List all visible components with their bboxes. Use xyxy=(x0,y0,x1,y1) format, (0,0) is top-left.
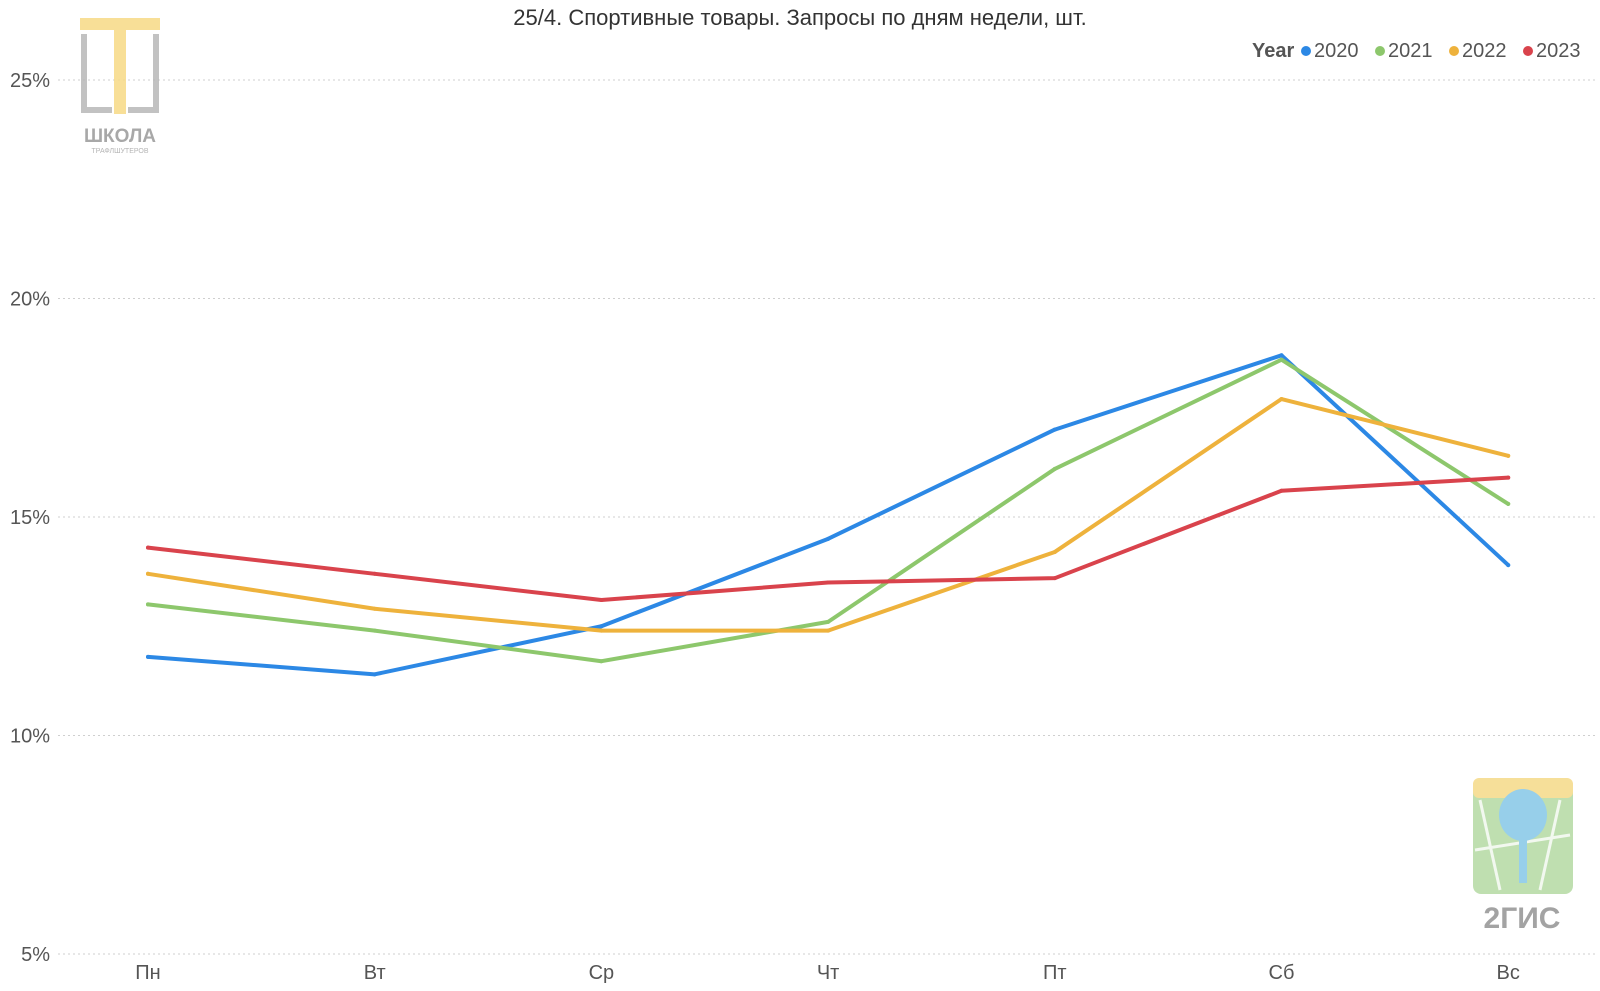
brand-logo-text: 2ГИС xyxy=(1484,902,1561,935)
data-point-2021 xyxy=(1052,466,1057,471)
legend-label-2021: 2021 xyxy=(1388,40,1433,62)
y-tick-label: 5% xyxy=(21,944,50,966)
y-tick-label: 10% xyxy=(10,726,50,748)
data-point-2021 xyxy=(826,619,831,624)
brand-logo: 2ГИС xyxy=(1473,778,1573,935)
legend-marker-2021 xyxy=(1375,46,1385,56)
data-point-2020 xyxy=(599,624,604,629)
legend-label-2020: 2020 xyxy=(1314,40,1359,62)
legend: Year 2020 2021 2022 2023 xyxy=(1252,40,1581,62)
data-point-2022 xyxy=(1279,397,1284,402)
data-point-2020 xyxy=(1506,563,1511,568)
x-tick-label: Сб xyxy=(1269,962,1295,984)
data-point-2020 xyxy=(146,654,150,659)
data-point-2023 xyxy=(1052,576,1057,581)
x-tick-label: Ср xyxy=(589,962,615,984)
y-tick-label: 15% xyxy=(10,507,50,529)
data-point-2023 xyxy=(826,580,831,585)
data-point-2021 xyxy=(599,659,604,664)
data-point-2020 xyxy=(372,672,377,677)
grid-lines xyxy=(58,79,1595,955)
legend-marker-2022 xyxy=(1449,46,1459,56)
data-point-2021 xyxy=(1279,357,1284,362)
y-tick-label: 20% xyxy=(10,289,50,311)
x-tick-label: Пт xyxy=(1043,962,1067,984)
data-point-2020 xyxy=(826,536,831,541)
data-point-2023 xyxy=(372,571,377,576)
data-point-2022 xyxy=(146,571,150,576)
x-tick-label: Вс xyxy=(1497,962,1520,984)
data-point-2023 xyxy=(599,598,604,603)
legend-marker-2020 xyxy=(1301,46,1311,56)
data-point-2021 xyxy=(146,602,150,607)
data-point-2022 xyxy=(826,628,831,633)
legend-marker-2023 xyxy=(1523,46,1533,56)
data-point-2023 xyxy=(146,545,150,550)
x-tick-label: Чт xyxy=(817,962,840,984)
series-line-2022 xyxy=(146,397,1511,633)
school-logo: ШКОЛА ТРАФЛШУТЕРОВ xyxy=(80,18,160,155)
data-point-2021 xyxy=(1506,501,1511,506)
legend-label-2023: 2023 xyxy=(1536,40,1581,62)
data-point-2022 xyxy=(599,628,604,633)
data-point-2023 xyxy=(1506,475,1511,480)
data-point-2020 xyxy=(1052,427,1057,432)
x-tick-label: Вт xyxy=(364,962,386,984)
data-point-2021 xyxy=(372,628,377,633)
data-point-2023 xyxy=(1279,488,1284,493)
x-tick-label: Пн xyxy=(135,962,160,984)
data-point-2022 xyxy=(1052,549,1057,554)
y-tick-label: 25% xyxy=(10,70,50,92)
legend-label-2022: 2022 xyxy=(1462,40,1507,62)
data-point-2022 xyxy=(372,606,377,611)
chart-title: 25/4. Спортивные товары. Запросы по дням… xyxy=(513,5,1086,30)
y-axis: 5% 10% 15% 20% 25% xyxy=(10,70,50,966)
data-point-2022 xyxy=(1506,453,1511,458)
series-lines xyxy=(146,353,1511,677)
data-point-2020 xyxy=(1279,353,1284,358)
school-logo-title: ШКОЛА xyxy=(84,126,156,147)
school-logo-subtitle: ТРАФЛШУТЕРОВ xyxy=(91,148,148,155)
x-axis: Пн Вт Ср Чт Пт Сб Вс xyxy=(135,962,1520,984)
legend-title: Year xyxy=(1252,40,1294,62)
